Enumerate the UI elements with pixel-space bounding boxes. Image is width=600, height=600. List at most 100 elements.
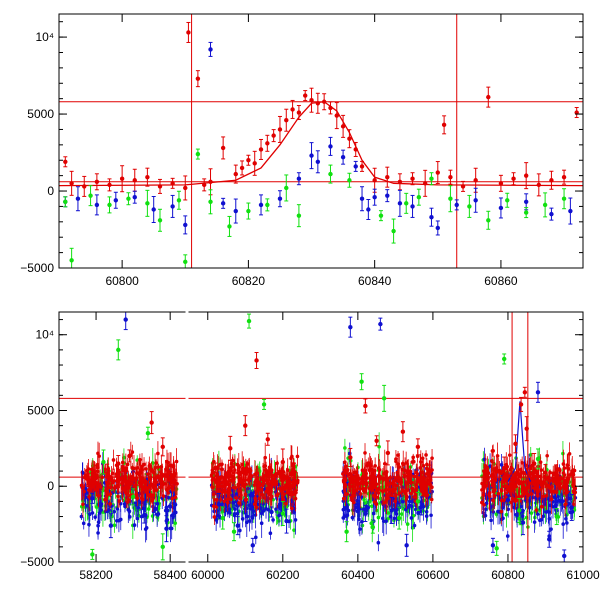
point-green xyxy=(391,228,396,234)
noise-point-blue xyxy=(412,523,417,528)
point-red xyxy=(359,164,365,169)
noise-point-red xyxy=(109,478,114,483)
noise-point-red xyxy=(427,478,431,483)
noise-point-red xyxy=(494,468,498,472)
noise-point-red xyxy=(132,466,136,471)
noise-point-blue xyxy=(96,523,100,528)
xtick-label: 60860 xyxy=(484,274,518,288)
noise-point-blue xyxy=(505,534,510,538)
point-red xyxy=(132,178,137,183)
point-blue xyxy=(170,204,175,209)
noise-point-red xyxy=(490,449,495,453)
noise-point-blue xyxy=(93,515,98,519)
point-green xyxy=(126,196,131,201)
noise-point-red xyxy=(217,489,221,493)
noise-point-red xyxy=(551,476,555,481)
point-red xyxy=(441,122,447,128)
point-red xyxy=(63,159,68,164)
point-red xyxy=(334,113,339,118)
noise-point-blue xyxy=(384,519,388,524)
noise-point-red xyxy=(545,483,550,487)
noise-point-red xyxy=(173,495,178,500)
point-red xyxy=(561,174,567,180)
point-red xyxy=(170,181,175,186)
noise-point-red xyxy=(404,461,408,465)
point-green xyxy=(561,196,567,201)
point-blue xyxy=(315,159,321,164)
noise-point-red xyxy=(397,491,402,495)
noise-point-red xyxy=(253,480,257,484)
noise-point-blue xyxy=(482,457,487,462)
noise-point-blue xyxy=(394,508,399,512)
noise-point-red xyxy=(282,492,286,497)
noise-point-green xyxy=(360,523,365,528)
noise-point-blue xyxy=(409,504,414,509)
point-green xyxy=(296,213,302,218)
point-red xyxy=(284,118,289,123)
point-green xyxy=(284,185,289,191)
point-blue xyxy=(359,196,365,201)
noise-point-red xyxy=(146,472,151,476)
noise-point-red xyxy=(156,475,161,480)
noise-point-blue xyxy=(247,503,252,507)
noise-point-blue xyxy=(342,514,347,518)
noise-point-blue xyxy=(546,509,551,514)
noise-point-red xyxy=(539,504,544,509)
point-red xyxy=(353,147,358,152)
point-red xyxy=(82,184,87,189)
noise-point-red xyxy=(418,466,422,470)
noise-point-red xyxy=(253,496,258,501)
noise-point-red xyxy=(242,484,247,489)
point-green xyxy=(227,224,232,229)
noise-point-red xyxy=(295,454,300,459)
point-red xyxy=(265,141,270,146)
noise-point-red xyxy=(260,482,265,486)
noise-point-red xyxy=(507,453,512,457)
noise-point-blue xyxy=(96,520,101,524)
noise-point-blue xyxy=(85,503,89,508)
noise-point-red xyxy=(236,484,241,489)
noise-point-red xyxy=(112,486,117,490)
noise-point-blue xyxy=(81,521,86,526)
noise-point-red xyxy=(239,480,244,485)
point-red xyxy=(315,101,321,106)
point-red xyxy=(397,179,403,184)
noise-point-red xyxy=(227,490,232,494)
noise-point-blue xyxy=(261,502,265,506)
noise-point-green xyxy=(405,522,410,526)
noise-point-red xyxy=(499,509,504,514)
noise-point-red xyxy=(209,473,214,478)
point-blue xyxy=(549,211,554,217)
noise-point-red xyxy=(165,488,169,492)
noise-point-red xyxy=(395,470,400,475)
noise-point-blue xyxy=(266,507,271,512)
point-blue xyxy=(309,153,314,158)
noise-point-red xyxy=(402,473,407,478)
noise-point-blue xyxy=(268,531,273,536)
noise-point-blue xyxy=(527,505,532,510)
point-green xyxy=(208,199,213,205)
point-blue xyxy=(277,196,283,201)
noise-point-blue xyxy=(87,522,91,527)
noise-point-blue xyxy=(541,514,546,519)
noise-point-red xyxy=(373,464,377,468)
xtick-label: 60800 xyxy=(105,274,139,288)
point-red xyxy=(486,94,491,100)
point-red xyxy=(536,182,542,188)
point-red xyxy=(347,136,352,141)
point-green xyxy=(429,176,434,181)
noise-point-red xyxy=(410,486,414,491)
noise-point-blue xyxy=(156,512,161,516)
noise-point-red xyxy=(425,493,430,497)
point-green xyxy=(176,198,182,203)
noise-point-red xyxy=(281,497,286,502)
point-green xyxy=(107,202,112,208)
noise-point-green xyxy=(529,511,534,515)
noise-point-red xyxy=(370,473,375,478)
point-blue xyxy=(410,204,415,209)
noise-point-blue xyxy=(271,518,275,522)
noise-point-red xyxy=(351,477,356,482)
noise-point-blue xyxy=(118,501,123,506)
noise-point-red xyxy=(372,500,377,504)
noise-point-red xyxy=(161,494,166,498)
